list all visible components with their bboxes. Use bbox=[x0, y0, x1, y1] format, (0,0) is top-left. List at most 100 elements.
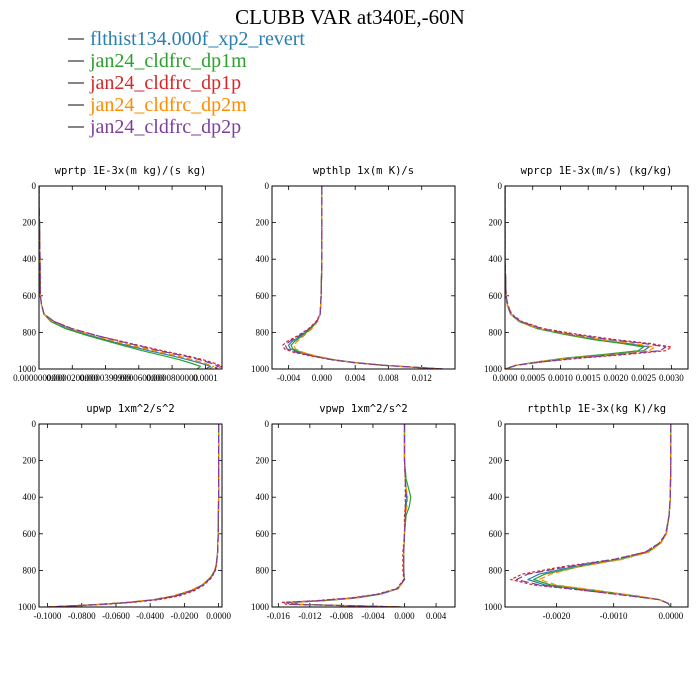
y-tick-label: 600 bbox=[256, 529, 270, 539]
legend-label: jan24_cldfrc_dp2p bbox=[89, 116, 241, 138]
panel: vpwp 1xm^2/s^2 0 200 400 600 800 1000-0.016 -0.… bbox=[251, 403, 456, 621]
series-line bbox=[282, 186, 443, 369]
series-line bbox=[532, 424, 672, 607]
legend-label: jan24_cldfrc_dp1p bbox=[89, 72, 241, 94]
series-line bbox=[284, 186, 443, 369]
x-tick-label: 0.0001 bbox=[193, 373, 218, 383]
series-group bbox=[505, 186, 673, 369]
x-tick-label: 0.0015 bbox=[576, 373, 601, 383]
series-line bbox=[39, 186, 215, 369]
legend: flthist134.000f_xp2_revertjan24_cldfrc_d… bbox=[68, 28, 305, 138]
panel-title: rtpthlp 1E-3x(kg K)/kg bbox=[527, 403, 666, 415]
series-line bbox=[288, 186, 443, 369]
y-tick-label: 200 bbox=[23, 218, 37, 228]
series-line bbox=[39, 186, 222, 369]
y-tick-label: 600 bbox=[489, 291, 503, 301]
series-line bbox=[39, 186, 211, 369]
legend-label: flthist134.000f_xp2_revert bbox=[90, 28, 305, 50]
series-line bbox=[505, 186, 650, 369]
series-line bbox=[39, 186, 220, 369]
x-tick-label: 0.0020 bbox=[604, 373, 629, 383]
x-tick-label: 0.0000200000 bbox=[46, 373, 98, 383]
series-line bbox=[47, 424, 220, 607]
panel-title: wprtp 1E-3x(m kg)/(s kg) bbox=[55, 165, 207, 177]
y-tick-label: 1000 bbox=[18, 602, 37, 612]
x-tick-label: -0.1000 bbox=[34, 611, 62, 621]
x-tick-label: -0.004 bbox=[277, 373, 301, 383]
panel-title: vpwp 1xm^2/s^2 bbox=[319, 403, 408, 415]
x-tick-label: 0.0000 bbox=[493, 373, 518, 383]
series-line bbox=[515, 424, 672, 607]
series-group bbox=[510, 424, 672, 607]
plot-frame bbox=[271, 423, 456, 608]
series-line bbox=[293, 186, 443, 369]
x-tick-label: -0.008 bbox=[330, 611, 354, 621]
y-tick-label: 200 bbox=[489, 218, 503, 228]
x-tick-label: 0.0025 bbox=[631, 373, 656, 383]
series-line bbox=[291, 424, 409, 607]
x-tick-label: -0.0600 bbox=[102, 611, 130, 621]
series-line bbox=[289, 424, 412, 607]
x-tick-label: 0.008 bbox=[378, 373, 399, 383]
plot-frame bbox=[504, 185, 689, 370]
y-tick-label: 400 bbox=[489, 492, 503, 502]
series-line bbox=[47, 424, 220, 607]
y-tick-label: 1000 bbox=[251, 602, 270, 612]
x-tick-label: -0.004 bbox=[361, 611, 385, 621]
y-tick-label: 400 bbox=[489, 254, 503, 264]
y-tick-label: 600 bbox=[23, 529, 37, 539]
legend-label: jan24_cldfrc_dp1m bbox=[89, 50, 247, 72]
legend-label: jan24_cldfrc_dp2m bbox=[89, 94, 247, 116]
y-tick-label: 200 bbox=[256, 456, 270, 466]
series-line bbox=[505, 186, 673, 369]
y-tick-label: 800 bbox=[489, 565, 503, 575]
series-line bbox=[285, 424, 407, 607]
y-tick-label: 800 bbox=[23, 327, 37, 337]
series-group bbox=[282, 186, 443, 369]
x-tick-label: 0.0000800000 bbox=[146, 373, 198, 383]
panels: wprtp 1E-3x(m kg)/(s kg) 0 200 400 600 800 100… bbox=[13, 165, 689, 621]
y-tick-label: 400 bbox=[256, 492, 270, 502]
plot-frame bbox=[504, 423, 689, 608]
x-tick-label: -0.0200 bbox=[170, 611, 198, 621]
y-tick-label: 0 bbox=[32, 181, 37, 191]
series-line bbox=[538, 424, 672, 607]
y-tick-label: 600 bbox=[23, 291, 37, 301]
plot-frame bbox=[271, 185, 456, 370]
panel: rtpthlp 1E-3x(kg K)/kg 0 200 400 600 800 1000 -… bbox=[484, 403, 689, 621]
x-tick-label: 0.0005 bbox=[520, 373, 545, 383]
x-tick-label: 0.0000000000 bbox=[13, 373, 65, 383]
panel: wprtp 1E-3x(m kg)/(s kg) 0 200 400 600 800 100… bbox=[13, 165, 223, 383]
series-line bbox=[505, 186, 656, 369]
panel-title: upwp 1xm^2/s^2 bbox=[86, 403, 175, 415]
panel-title: wprcp 1E-3x(m/s) (kg/kg) bbox=[521, 165, 673, 177]
series-line bbox=[47, 424, 220, 607]
x-tick-label: 0.0030 bbox=[659, 373, 684, 383]
y-tick-label: 400 bbox=[23, 492, 37, 502]
y-tick-label: 1000 bbox=[484, 602, 503, 612]
y-tick-label: 400 bbox=[23, 254, 37, 264]
y-tick-label: 400 bbox=[256, 254, 270, 264]
plot-frame bbox=[38, 423, 223, 608]
y-tick-label: 800 bbox=[256, 327, 270, 337]
panel: wpthlp 1x(m K)/s 0 200 400 600 800 1000 -0.004 0… bbox=[251, 165, 456, 383]
x-tick-label: -0.012 bbox=[298, 611, 321, 621]
series-line bbox=[293, 424, 408, 607]
x-tick-label: -0.0800 bbox=[68, 611, 96, 621]
x-tick-label: -0.0400 bbox=[136, 611, 164, 621]
x-tick-label: 0.0000600000 bbox=[113, 373, 165, 383]
y-tick-label: 0 bbox=[265, 181, 270, 191]
y-tick-label: 1000 bbox=[18, 364, 37, 374]
y-tick-label: 200 bbox=[489, 456, 503, 466]
y-tick-label: 0 bbox=[265, 419, 270, 429]
y-tick-label: 0 bbox=[32, 419, 37, 429]
series-group bbox=[47, 424, 220, 607]
x-tick-label: 0.012 bbox=[412, 373, 432, 383]
figure-title: CLUBB VAR at340E,-60N bbox=[235, 5, 465, 29]
y-tick-label: 0 bbox=[498, 419, 503, 429]
y-tick-label: 600 bbox=[256, 291, 270, 301]
series-line bbox=[47, 424, 220, 607]
y-tick-label: 800 bbox=[256, 565, 270, 575]
y-tick-label: 800 bbox=[489, 327, 503, 337]
